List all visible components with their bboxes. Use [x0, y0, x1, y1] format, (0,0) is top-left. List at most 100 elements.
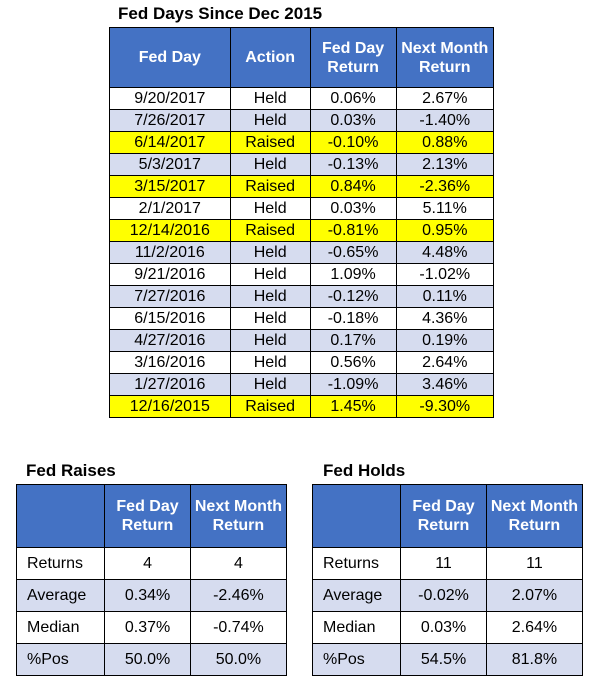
fed-day-return-cell: 0.03% [309, 109, 397, 132]
fed-day-cell: 12/14/2016 [109, 219, 231, 242]
next-month-return-cell: 4.48% [395, 241, 494, 264]
action-cell: Held [229, 153, 311, 176]
fed-day-cell: 9/21/2016 [109, 263, 231, 286]
table-row: 9/21/2016 Held 1.09% -1.02% [109, 263, 494, 286]
row-label: Returns [15, 547, 106, 580]
raises-title: Fed Raises [26, 461, 116, 480]
action-cell: Held [229, 307, 311, 330]
col-header-fed-day-return: Fed Day Return [309, 27, 397, 88]
fed-day-return-cell: 0.56% [309, 351, 397, 374]
holds-header-blank [311, 484, 402, 548]
fed-day-cell: 9/20/2017 [109, 87, 231, 110]
table-row: Median 0.37% -0.74% [15, 611, 288, 644]
table-row: 12/16/2015 Raised 1.45% -9.30% [109, 395, 494, 418]
col-header-fed-day: Fed Day [109, 27, 231, 88]
action-cell: Held [229, 109, 311, 132]
fed-day-cell: 7/26/2017 [109, 109, 231, 132]
table-row: Average -0.02% 2.07% [311, 579, 584, 612]
action-cell: Held [229, 285, 311, 308]
fed-day-return-cell: -1.09% [309, 373, 397, 396]
next-month-return-cell: 5.11% [395, 197, 494, 220]
table-row: Median 0.03% 2.64% [311, 611, 584, 644]
next-month-return-cell: -2.46% [189, 579, 288, 612]
fed-day-return-cell: -0.18% [309, 307, 397, 330]
fed-day-return-cell: 54.5% [400, 643, 487, 676]
raises-header-blank [15, 484, 106, 548]
next-month-return-cell: 2.64% [485, 611, 584, 644]
table-row: 1/27/2016 Held -1.09% 3.46% [109, 373, 494, 396]
next-month-return-cell: 0.95% [395, 219, 494, 242]
action-cell: Held [229, 329, 311, 352]
fed-days-table: Fed Day Action Fed Day Return Next Month… [109, 27, 494, 418]
fed-day-return-cell: -0.10% [309, 131, 397, 154]
fed-day-return-cell: 1.09% [309, 263, 397, 286]
row-label: Returns [311, 547, 402, 580]
next-month-return-cell: 50.0% [189, 643, 288, 676]
row-label: Average [311, 579, 402, 612]
next-month-return-cell: -1.40% [395, 109, 494, 132]
next-month-return-cell: 0.11% [395, 285, 494, 308]
fed-day-cell: 4/27/2016 [109, 329, 231, 352]
fed-day-return-cell: 1.45% [309, 395, 397, 418]
next-month-return-cell: 0.19% [395, 329, 494, 352]
table-row: 3/15/2017 Raised 0.84% -2.36% [109, 175, 494, 198]
col-header-next-month-return: Next Month Return [395, 27, 494, 88]
next-month-return-cell: -2.36% [395, 175, 494, 198]
table-row: 11/2/2016 Held -0.65% 4.48% [109, 241, 494, 264]
table-row: 7/27/2016 Held -0.12% 0.11% [109, 285, 494, 308]
holds-header-fed-day-return: Fed Day Return [400, 484, 487, 548]
action-cell: Held [229, 373, 311, 396]
fed-day-return-cell: 0.06% [309, 87, 397, 110]
holds-header-next-month-return: Next Month Return [485, 484, 584, 548]
fed-day-return-cell: -0.02% [400, 579, 487, 612]
action-cell: Held [229, 263, 311, 286]
fed-day-return-cell: 0.17% [309, 329, 397, 352]
holds-title: Fed Holds [323, 461, 406, 480]
fed-day-return-cell: -0.65% [309, 241, 397, 264]
main-table-title: Fed Days Since Dec 2015 [118, 4, 323, 23]
fed-day-return-cell: 0.37% [104, 611, 191, 644]
fed-day-cell: 12/16/2015 [109, 395, 231, 418]
next-month-return-cell: 2.07% [485, 579, 584, 612]
action-cell: Raised [229, 219, 311, 242]
fed-raises-table: Fed Day Return Next Month Return Returns… [15, 484, 288, 676]
action-cell: Held [229, 87, 311, 110]
fed-day-cell: 1/27/2016 [109, 373, 231, 396]
next-month-return-cell: 3.46% [395, 373, 494, 396]
fed-day-return-cell: 0.84% [309, 175, 397, 198]
fed-day-cell: 3/15/2017 [109, 175, 231, 198]
next-month-return-cell: -1.02% [395, 263, 494, 286]
row-label: %Pos [15, 643, 106, 676]
next-month-return-cell: 2.13% [395, 153, 494, 176]
fed-day-return-cell: 50.0% [104, 643, 191, 676]
next-month-return-cell: 11 [485, 547, 584, 580]
next-month-return-cell: -9.30% [395, 395, 494, 418]
fed-day-return-cell: 4 [104, 547, 191, 580]
table-row: 9/20/2017 Held 0.06% 2.67% [109, 87, 494, 110]
next-month-return-cell: 4 [189, 547, 288, 580]
fed-day-return-cell: -0.13% [309, 153, 397, 176]
fed-day-return-cell: 11 [400, 547, 487, 580]
fed-holds-table: Fed Day Return Next Month Return Returns… [311, 484, 584, 676]
row-label: %Pos [311, 643, 402, 676]
table-row: %Pos 50.0% 50.0% [15, 643, 288, 676]
col-header-action: Action [229, 27, 311, 88]
next-month-return-cell: 4.36% [395, 307, 494, 330]
fed-day-cell: 7/27/2016 [109, 285, 231, 308]
action-cell: Held [229, 197, 311, 220]
action-cell: Held [229, 351, 311, 374]
fed-day-cell: 6/14/2017 [109, 131, 231, 154]
table-row: Returns 4 4 [15, 547, 288, 580]
fed-day-cell: 5/3/2017 [109, 153, 231, 176]
action-cell: Raised [229, 175, 311, 198]
table-row: 4/27/2016 Held 0.17% 0.19% [109, 329, 494, 352]
action-cell: Held [229, 241, 311, 264]
next-month-return-cell: 2.64% [395, 351, 494, 374]
table-row: 3/16/2016 Held 0.56% 2.64% [109, 351, 494, 374]
table-row: 6/15/2016 Held -0.18% 4.36% [109, 307, 494, 330]
next-month-return-cell: 2.67% [395, 87, 494, 110]
table-row: 12/14/2016 Raised -0.81% 0.95% [109, 219, 494, 242]
fed-day-return-cell: 0.34% [104, 579, 191, 612]
table-row: 7/26/2017 Held 0.03% -1.40% [109, 109, 494, 132]
next-month-return-cell: 81.8% [485, 643, 584, 676]
